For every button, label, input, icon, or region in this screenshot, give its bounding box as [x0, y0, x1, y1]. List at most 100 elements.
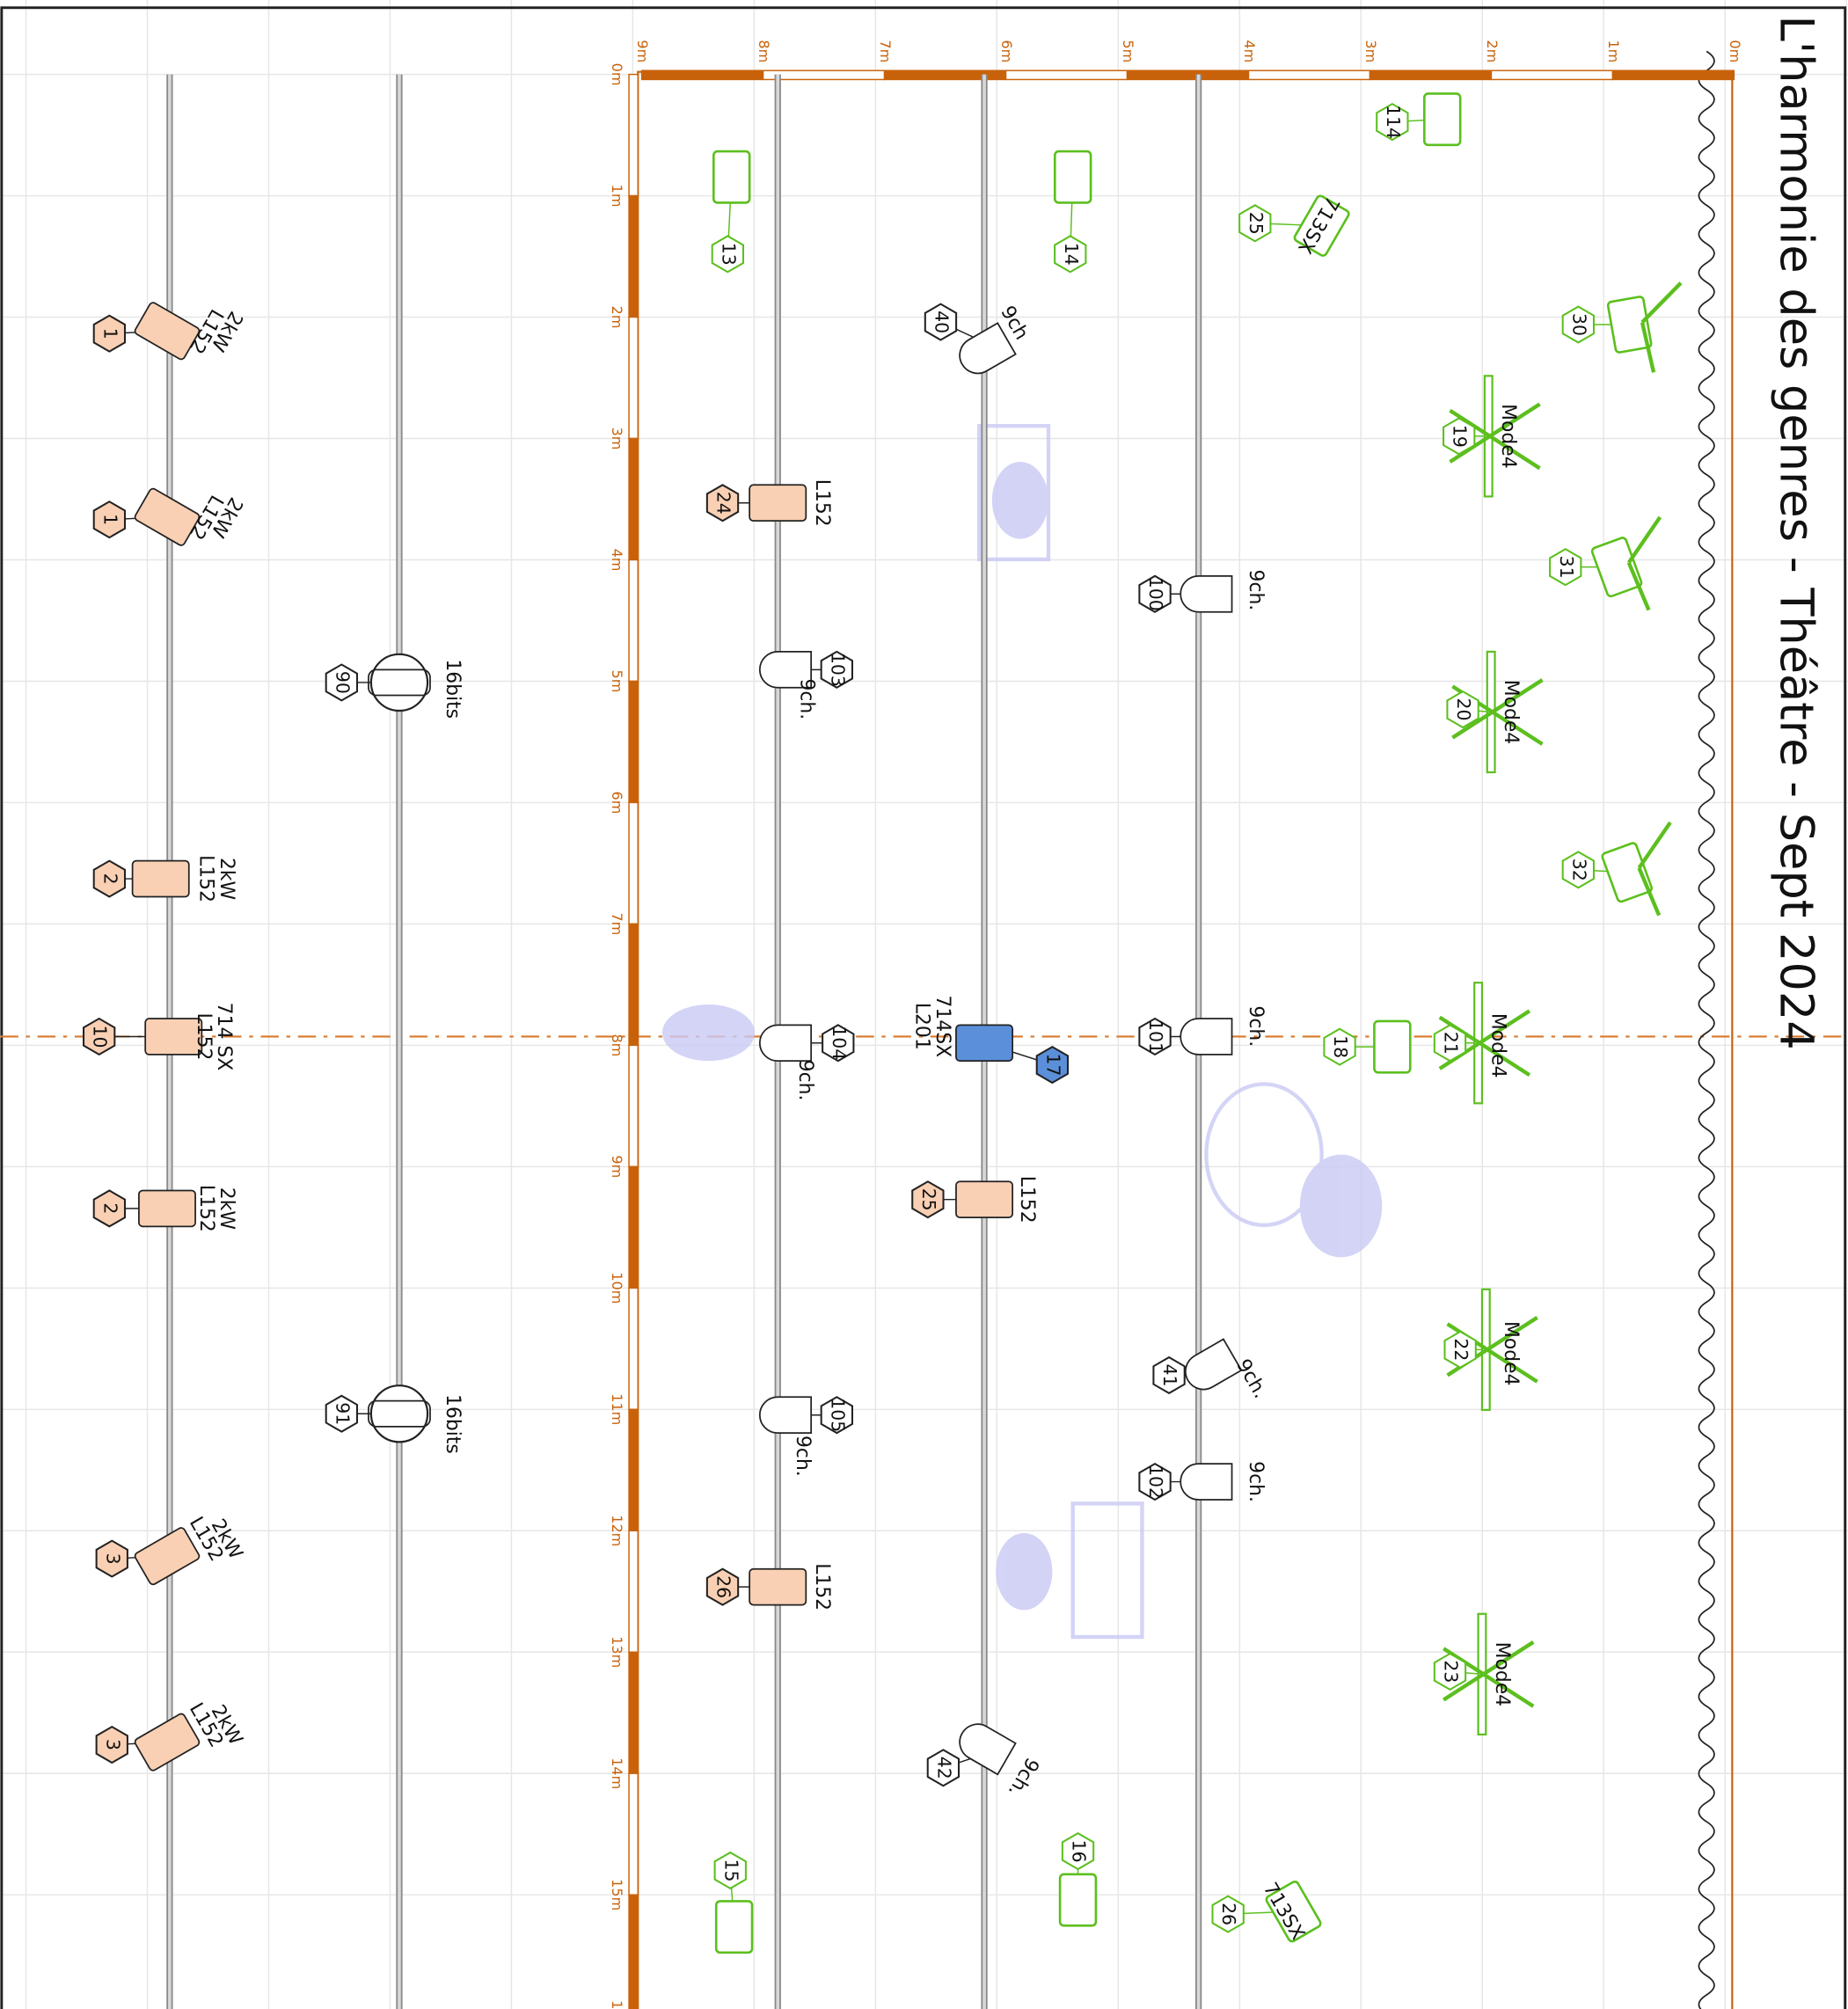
ruler-segment: [762, 69, 886, 81]
fixture-label: L152: [193, 1013, 215, 1061]
fixture-tag: [820, 650, 853, 689]
fixture-number: 2: [99, 873, 121, 885]
fixture-label: Mode4: [1500, 1321, 1522, 1385]
curtain: [1698, 50, 1715, 2009]
fixture-body: [1590, 537, 1643, 598]
ruler-label: 2m: [1484, 40, 1501, 62]
fixture-body: [959, 322, 1017, 375]
ruler-label: 6m: [998, 40, 1015, 62]
fixture-body: [1590, 515, 1662, 611]
fixture-tag: [911, 1180, 945, 1219]
fixture-body: [1265, 1880, 1322, 1943]
fixture-number: 24: [713, 492, 734, 515]
fixture-tag: [83, 1017, 116, 1056]
set-piece: [1070, 1501, 1144, 1640]
fixture-tag: [1561, 305, 1596, 344]
fixture-body: [758, 1396, 813, 1435]
fixture-tag: [926, 1749, 961, 1787]
fixture-tag: [705, 1567, 740, 1606]
fixture-body: [1293, 194, 1350, 257]
title: L'harmonie des genres - Théâtre - Sept 2…: [1770, 16, 1823, 1050]
fixture-tag: [1433, 1024, 1467, 1063]
fixture-body: [1053, 150, 1092, 204]
set-piece: [1299, 1154, 1383, 1258]
fixture-number: 101: [1145, 1019, 1166, 1054]
set-piece: [1204, 1082, 1324, 1228]
fixture-body: [1293, 194, 1350, 257]
fixture-tag: [1211, 1895, 1245, 1933]
fixture-label: 9ch.: [794, 1060, 816, 1101]
fixture-body: [758, 651, 813, 689]
fixture-stand: [1637, 866, 1662, 917]
fixture-number: 25: [1245, 212, 1267, 235]
fixture-tag: [1433, 1652, 1467, 1691]
fixture-body: [712, 150, 751, 204]
ruler-label: 9m: [609, 1155, 625, 1178]
fixture-body: [131, 859, 190, 898]
fixture: 19 Mode4: [1443, 375, 1541, 498]
fixture-label: L152: [195, 1185, 217, 1232]
fixture: 105 9ch.: [758, 1396, 853, 1477]
ruler-label: 14m: [609, 1757, 625, 1789]
fixture-tag: [1549, 548, 1582, 587]
fixture-body: [1053, 150, 1092, 204]
fixture-label: 9ch.: [792, 1436, 814, 1477]
fixture-label: 16bits: [442, 659, 464, 719]
fixture-body: [714, 1900, 754, 1954]
fixture-tag: [92, 859, 127, 898]
fixture: 16: [1058, 1832, 1098, 1927]
fixture-tag: [1323, 1027, 1356, 1066]
ruler-segment: [628, 923, 639, 1047]
ruler-segment: [628, 1651, 639, 1774]
fixture-body: [1180, 1463, 1233, 1501]
fixture-stand: [1637, 821, 1672, 870]
fixture-number: 17: [1042, 1054, 1063, 1077]
fixture-tag: [1138, 1462, 1172, 1501]
ruler-label: 3m: [1362, 40, 1379, 62]
fixture-tag: [325, 1394, 359, 1433]
fixture: 24 L152: [705, 479, 833, 527]
fixture-stand: [1449, 402, 1541, 464]
fixture-body: [1601, 842, 1653, 903]
fixture-number: 104: [829, 1026, 850, 1060]
fixture-body: [1373, 1019, 1412, 1074]
fixture-body: [959, 322, 1017, 375]
fixture-number: 105: [827, 1398, 848, 1432]
fixture-number: 102: [1145, 1465, 1166, 1499]
fixture-body: [368, 1384, 431, 1443]
fixture-body: [134, 487, 201, 546]
fixture-yoke: [368, 668, 431, 697]
ruler-segment: [628, 801, 639, 925]
set-piece: [661, 1004, 755, 1062]
fixture-tag: [711, 235, 745, 274]
fixture-label: 9ch.: [1245, 1461, 1267, 1502]
ruler-label: 4m: [1241, 40, 1258, 62]
ruler-segment: [628, 559, 639, 683]
fixture-number: 2: [99, 1202, 121, 1214]
fixture-tag: [822, 1024, 855, 1063]
fixture-body: [758, 1024, 813, 1063]
fixture-label: 2kW: [215, 858, 237, 900]
fixture-number: 32: [1568, 858, 1589, 881]
ruler-label: 12m: [609, 1515, 625, 1546]
fixture-body: [758, 651, 813, 689]
fixture-body: [959, 1723, 1017, 1776]
ruler-segment: [1126, 69, 1250, 81]
fixture-tag: [1443, 417, 1476, 456]
fixture-body: [1058, 1873, 1098, 1927]
fixture-body: [749, 484, 807, 522]
fixture-tag: [92, 500, 127, 539]
fixture-body: [1606, 296, 1653, 354]
fixture-number: 31: [1556, 556, 1577, 579]
fixture-yoke: [368, 1399, 431, 1428]
ruler-segment: [628, 1287, 639, 1411]
fixture-tag: [1061, 1832, 1095, 1871]
fixture-body: [758, 1024, 813, 1063]
fixture-body: [955, 1024, 1014, 1063]
fixture: 23 Mode4: [1433, 1612, 1535, 1735]
fixture-number: 15: [720, 1859, 741, 1881]
